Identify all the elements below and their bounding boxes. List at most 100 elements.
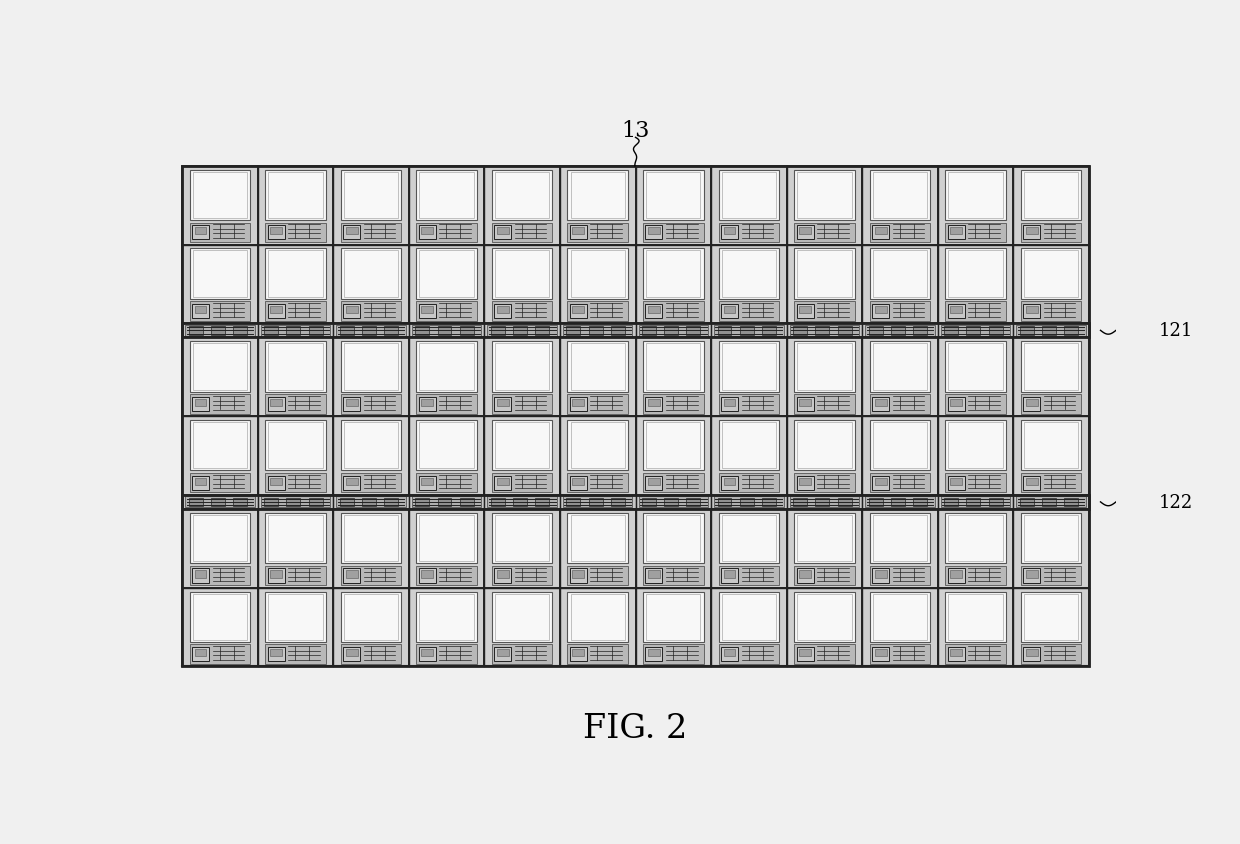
Bar <box>260 497 330 507</box>
Bar <box>568 170 627 221</box>
Bar <box>573 649 584 657</box>
Bar <box>1024 516 1079 561</box>
Bar <box>422 306 433 314</box>
Bar <box>797 423 852 468</box>
Bar <box>190 224 250 243</box>
Bar <box>862 495 937 510</box>
Bar <box>419 172 474 219</box>
Bar <box>872 647 889 662</box>
Bar <box>570 476 587 490</box>
Bar <box>1023 647 1040 662</box>
Bar <box>873 594 928 641</box>
Bar <box>192 172 247 219</box>
Bar <box>1019 327 1034 335</box>
Bar <box>796 398 813 412</box>
Bar <box>1013 324 1089 338</box>
Bar <box>268 423 322 468</box>
Bar <box>869 302 930 322</box>
Bar <box>422 571 433 578</box>
Bar <box>492 224 552 243</box>
Bar <box>719 249 779 300</box>
Bar <box>945 645 1006 664</box>
Bar <box>869 224 930 243</box>
Bar <box>1019 498 1034 506</box>
Bar <box>797 516 852 561</box>
Bar <box>913 327 928 335</box>
Bar <box>945 170 1006 221</box>
Bar <box>797 594 852 641</box>
Bar <box>497 228 508 235</box>
Bar <box>422 399 433 407</box>
Bar <box>485 510 560 588</box>
Bar <box>341 420 402 471</box>
Bar <box>485 338 560 417</box>
Bar <box>1024 252 1079 297</box>
Bar <box>913 498 928 506</box>
Bar <box>1021 302 1081 322</box>
Bar <box>740 327 754 335</box>
Bar <box>497 649 508 657</box>
Bar <box>869 342 930 392</box>
Bar <box>264 498 278 506</box>
Bar <box>799 571 811 578</box>
Bar <box>268 569 285 583</box>
Bar <box>794 249 854 300</box>
Bar <box>949 594 1003 641</box>
Bar <box>258 495 334 510</box>
Bar <box>945 342 1006 392</box>
Bar <box>722 516 776 561</box>
Bar <box>635 588 711 667</box>
Bar <box>635 166 711 246</box>
Bar <box>192 423 247 468</box>
Bar <box>724 228 735 235</box>
Bar <box>1025 399 1038 407</box>
Bar <box>947 476 965 490</box>
Bar <box>492 592 552 642</box>
Bar <box>417 395 477 414</box>
Bar <box>560 338 635 417</box>
Bar <box>211 498 224 506</box>
Bar <box>644 170 703 221</box>
Bar <box>950 306 962 314</box>
Bar <box>872 398 889 412</box>
Bar <box>568 473 627 493</box>
Bar <box>1013 495 1089 510</box>
Bar <box>570 398 587 412</box>
Bar <box>568 302 627 322</box>
Bar <box>711 495 786 510</box>
Bar <box>341 224 402 243</box>
Bar <box>415 498 429 506</box>
Bar <box>714 497 784 507</box>
Bar <box>740 498 754 506</box>
Bar <box>786 338 862 417</box>
Bar <box>796 569 813 583</box>
Bar <box>495 423 549 468</box>
Bar <box>945 592 1006 642</box>
Bar <box>944 327 959 335</box>
Bar <box>794 513 854 564</box>
Bar <box>711 324 786 338</box>
Bar <box>794 420 854 471</box>
Bar <box>268 594 322 641</box>
Bar <box>570 569 587 583</box>
Bar <box>309 498 322 506</box>
Bar <box>334 417 409 495</box>
Bar <box>794 224 854 243</box>
Bar <box>340 498 353 506</box>
Bar <box>346 228 357 235</box>
Bar <box>1021 170 1081 221</box>
Text: 122: 122 <box>1158 493 1193 511</box>
Bar <box>260 326 330 336</box>
Bar <box>346 571 357 578</box>
Bar <box>341 513 402 564</box>
Bar <box>1042 498 1056 506</box>
Bar <box>192 647 210 662</box>
Bar <box>419 398 435 412</box>
Bar <box>649 571 660 578</box>
Bar <box>268 252 322 297</box>
Bar <box>937 417 1013 495</box>
Bar <box>346 649 357 657</box>
Bar <box>1064 327 1079 335</box>
Bar <box>419 569 435 583</box>
Bar <box>722 344 776 390</box>
